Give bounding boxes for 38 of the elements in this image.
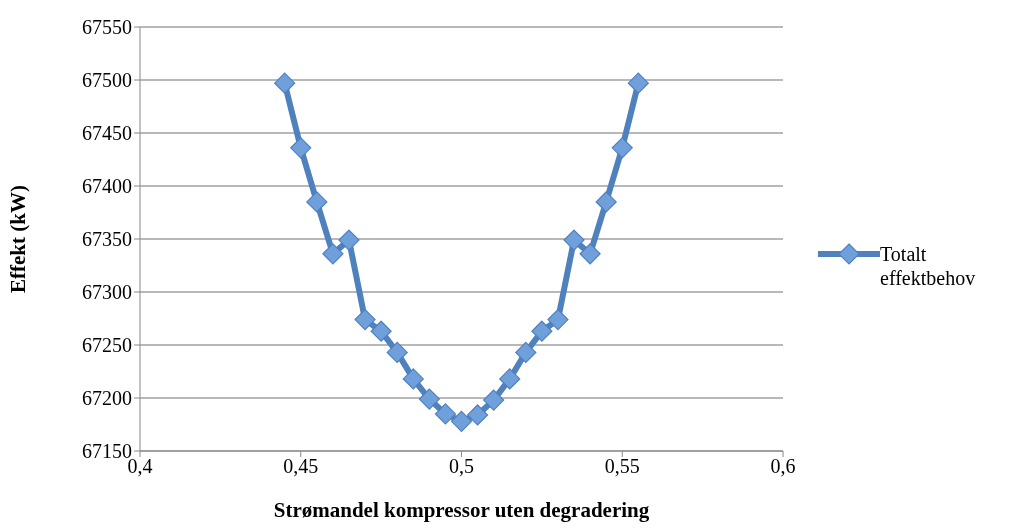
point [483,389,505,411]
point [499,368,521,390]
x-tick-label: 0,45 [283,455,319,478]
y-tick-label: 67500 [82,69,132,92]
point [402,368,424,390]
point [418,388,440,410]
y-tick-label: 67550 [82,16,132,39]
point [450,410,473,432]
y-tick-label: 67250 [82,334,132,357]
point [370,320,392,342]
point [386,341,408,364]
point [547,308,569,331]
point [354,308,376,331]
point [322,243,344,265]
point [563,229,585,251]
y-axis-title: Effekt (kW) [6,185,31,293]
x-tick-label: 0,55 [604,455,640,478]
y-tick-label: 67450 [82,122,132,145]
y-tick-label: 67350 [82,228,132,251]
y-tick-label: 67200 [82,387,132,410]
point [579,243,601,265]
point [611,137,633,159]
x-tick-label: 0,6 [770,455,796,478]
point [290,137,312,159]
point [466,404,489,426]
legend-label: Totalt effektbehov [880,241,977,290]
point [338,229,360,251]
point [274,72,296,94]
y-tick-label: 67400 [82,175,132,198]
point [515,341,537,364]
y-tick-label: 67300 [82,281,132,304]
point [627,72,649,94]
point [306,191,328,213]
point [434,403,457,425]
x-axis-title: Strømandel kompressor uten degradering [273,498,650,522]
x-tick-label: 0,5 [449,455,474,478]
point [595,191,617,213]
point [531,320,553,342]
